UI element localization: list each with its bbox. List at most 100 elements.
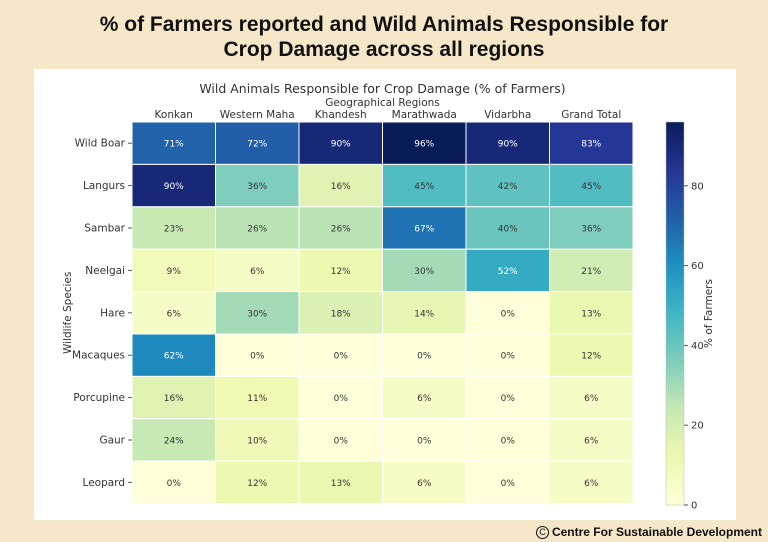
cell-value-label: 96%	[414, 140, 434, 150]
column-label: Vidarbha	[484, 109, 531, 121]
cell-value-label: 13%	[581, 309, 601, 319]
cell-value-label: 52%	[498, 267, 518, 277]
heatmap-cell	[382, 206, 467, 250]
cell-value-label: 10%	[247, 437, 267, 447]
heatmap-cell	[298, 460, 383, 505]
heatmap-cell	[131, 121, 216, 165]
cell-value-label: 26%	[331, 225, 351, 235]
heatmap-cell	[549, 333, 634, 377]
cell-value-label: 90%	[331, 140, 351, 150]
cell-value-label: 45%	[581, 182, 601, 192]
cell-value-label: 67%	[414, 225, 434, 235]
heatmap-cell	[215, 163, 300, 208]
cell-value-label: 83%	[581, 140, 601, 150]
cell-value-label: 23%	[164, 225, 184, 235]
cell-value-label: 16%	[164, 394, 184, 404]
heatmap-cell	[465, 206, 550, 250]
heatmap-cell	[465, 291, 550, 335]
cell-value-label: 30%	[247, 309, 267, 319]
heatmap-cell	[549, 418, 634, 462]
column-label: Khandesh	[315, 109, 367, 121]
cell-value-label: 90%	[164, 182, 184, 192]
cell-value-label: 12%	[331, 267, 351, 277]
colorbar-tick-label: 60	[691, 261, 704, 272]
heatmap-cells	[131, 121, 634, 505]
chart-panel: Wild Animals Responsible for Crop Damage…	[34, 69, 736, 520]
cell-value-label: 42%	[498, 182, 518, 192]
heatmap-cell	[298, 248, 383, 293]
cell-value-label: 0%	[417, 352, 432, 362]
cell-value-label: 24%	[164, 437, 184, 447]
cell-value-label: 6%	[250, 267, 265, 277]
page-title-line-1: % of Farmers reported and Wild Animals R…	[99, 13, 669, 36]
row-label: Leopard	[83, 477, 125, 489]
row-label: Hare	[100, 307, 125, 319]
cell-value-label: 90%	[498, 140, 518, 150]
colorbar-label: % of Farmers	[703, 279, 715, 348]
heatmap-cell	[382, 291, 467, 335]
heatmap-cell	[465, 418, 550, 462]
heatmap-cell	[382, 418, 467, 462]
chart-title: Wild Animals Responsible for Crop Damage…	[199, 81, 565, 96]
cell-value-label: 0%	[417, 437, 432, 447]
cell-value-label: 45%	[414, 182, 434, 192]
heatmap-cell	[215, 206, 300, 250]
heatmap-cell	[131, 460, 216, 505]
heatmap-cell	[298, 375, 383, 420]
heatmap-cell	[549, 291, 634, 335]
row-label: Neelgai	[85, 265, 125, 277]
heatmap-cell	[549, 163, 634, 208]
colorbar-gradient	[665, 121, 685, 506]
heatmap-chart: Wild Animals Responsible for Crop Damage…	[62, 81, 715, 512]
heatmap-cell	[298, 291, 383, 335]
x-axis-label: Geographical Regions	[325, 97, 440, 109]
heatmap-cell	[549, 206, 634, 250]
cell-value-label: 0%	[250, 352, 265, 362]
cell-value-label: 0%	[501, 309, 516, 319]
heatmap-cell	[298, 121, 383, 165]
cell-value-label: 6%	[584, 479, 599, 489]
page-title-line-2: Crop Damage across all regions	[223, 38, 545, 61]
heatmap-cell	[465, 460, 550, 505]
row-label: Porcupine	[73, 392, 125, 404]
cell-value-label: 0%	[334, 437, 349, 447]
cell-value-label: 6%	[417, 394, 432, 404]
colorbar-tick-label: 40	[691, 341, 704, 352]
heatmap-cell	[131, 418, 216, 462]
cell-value-label: 0%	[334, 352, 349, 362]
cell-value-label: 26%	[247, 225, 267, 235]
row-label: Langurs	[83, 180, 125, 192]
colorbar-tick-label: 80	[691, 181, 704, 192]
heatmap-cell	[549, 121, 634, 165]
cell-value-label: 6%	[417, 479, 432, 489]
cell-value-label: 12%	[247, 479, 267, 489]
heatmap-cell	[131, 291, 216, 335]
cell-value-label: 72%	[247, 140, 267, 150]
heatmap-cell	[549, 460, 634, 505]
cell-value-label: 0%	[501, 394, 516, 404]
heatmap-cell	[549, 248, 634, 293]
cell-value-label: 16%	[331, 182, 351, 192]
heatmap-cell	[382, 163, 467, 208]
cell-value-label: 0%	[501, 352, 516, 362]
heatmap-cell	[215, 460, 300, 505]
cell-value-label: 0%	[501, 437, 516, 447]
heatmap-cell	[382, 248, 467, 293]
cell-value-label: 14%	[414, 309, 434, 319]
copyright-footer: C Centre For Sustainable Development	[535, 525, 762, 539]
cell-value-label: 0%	[501, 479, 516, 489]
cell-value-label: 6%	[584, 394, 599, 404]
column-label: Marathwada	[392, 109, 457, 121]
cell-value-label: 62%	[164, 352, 184, 362]
row-label: Gaur	[99, 435, 125, 447]
cell-value-label: 18%	[331, 309, 351, 319]
cell-value-label: 12%	[581, 352, 601, 362]
cell-value-label: 30%	[414, 267, 434, 277]
row-label: Sambar	[84, 223, 125, 235]
heatmap-cell	[131, 248, 216, 293]
heatmap-cell	[549, 375, 634, 420]
y-axis-label: Wildlife Species	[62, 272, 74, 354]
heatmap-cell	[382, 375, 467, 420]
heatmap-cell	[131, 375, 216, 420]
cell-value-label: 6%	[167, 309, 182, 319]
